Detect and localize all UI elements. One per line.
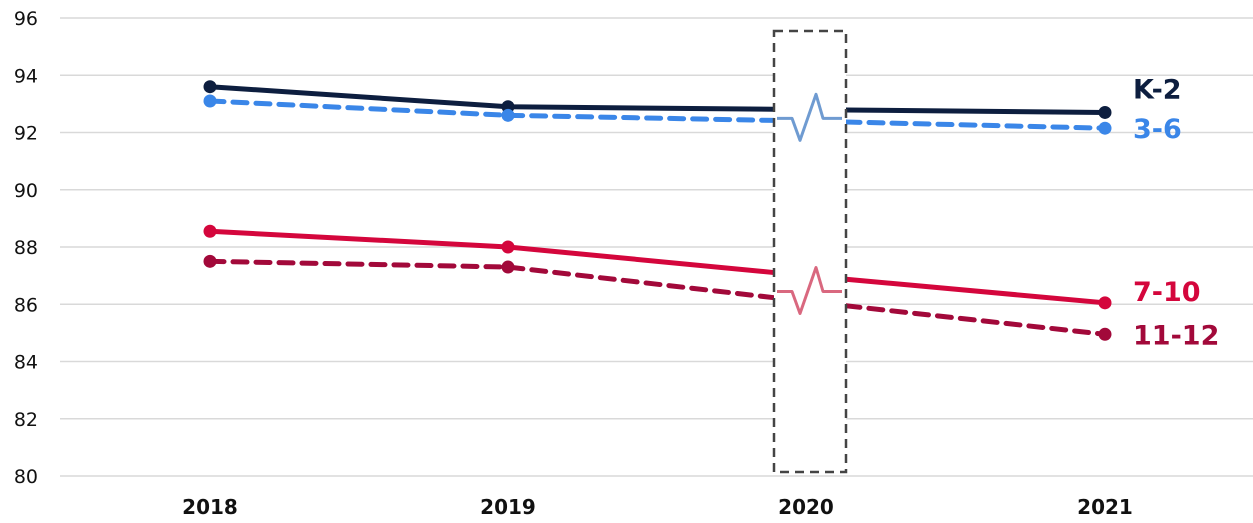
series-label-11-12: 11-12: [1133, 320, 1219, 351]
x-tick-label-2021: 2021: [1077, 495, 1133, 519]
series-label-7-10: 7-10: [1133, 277, 1201, 308]
point-7-10-2021: [1098, 296, 1112, 310]
y-tick-label: 82: [14, 409, 38, 431]
series-line-11-12-after: [843, 303, 1108, 337]
series-points: [203, 80, 1112, 341]
series-label-K-2: K-2: [1133, 74, 1182, 105]
y-tick-label: 96: [14, 8, 38, 30]
y-tick-label: 84: [14, 352, 38, 374]
y-tick-label: 80: [14, 466, 38, 488]
point-K-2-2021: [1098, 105, 1112, 119]
point-3-6-2021: [1098, 121, 1112, 135]
x-tick-label-2018: 2018: [182, 495, 238, 519]
2020-highlight: [772, 29, 848, 474]
point-11-12-2019: [501, 260, 515, 274]
x-tick-label-2019: 2019: [480, 495, 536, 519]
y-tick-label: 88: [14, 237, 38, 259]
y-tick-label: 90: [14, 180, 38, 202]
point-3-6-2019: [501, 108, 515, 122]
x-axis-tick-labels: 2018 2019 2020 2021: [182, 495, 1133, 519]
highlight-box: [772, 29, 848, 474]
point-11-12-2021: [1098, 327, 1112, 341]
series-labels: K-2 3-6 7-10 11-12: [1133, 74, 1219, 351]
y-tick-label: 94: [14, 65, 38, 87]
y-tick-label: 86: [14, 294, 38, 316]
point-K-2-2018: [203, 80, 217, 94]
point-7-10-2019: [501, 240, 515, 254]
y-axis-tick-labels: 80 82 84 86 88 90 92 94 96: [14, 8, 38, 488]
point-3-6-2018: [203, 94, 217, 108]
grid-lines: [60, 17, 1253, 477]
series-lines: [207, 84, 1108, 337]
series-label-3-6: 3-6: [1133, 114, 1182, 145]
point-7-10-2018: [203, 224, 217, 238]
series-line-7-10-after: [843, 276, 1108, 306]
series-line-3-6-after: [843, 119, 1108, 131]
x-tick-label-2020: 2020: [778, 495, 834, 519]
break-symbol-lower: [777, 266, 842, 316]
point-11-12-2018: [203, 254, 217, 268]
break-symbol-upper: [777, 92, 842, 142]
y-tick-label: 92: [14, 123, 38, 145]
series-line-K-2-after: [843, 107, 1108, 115]
